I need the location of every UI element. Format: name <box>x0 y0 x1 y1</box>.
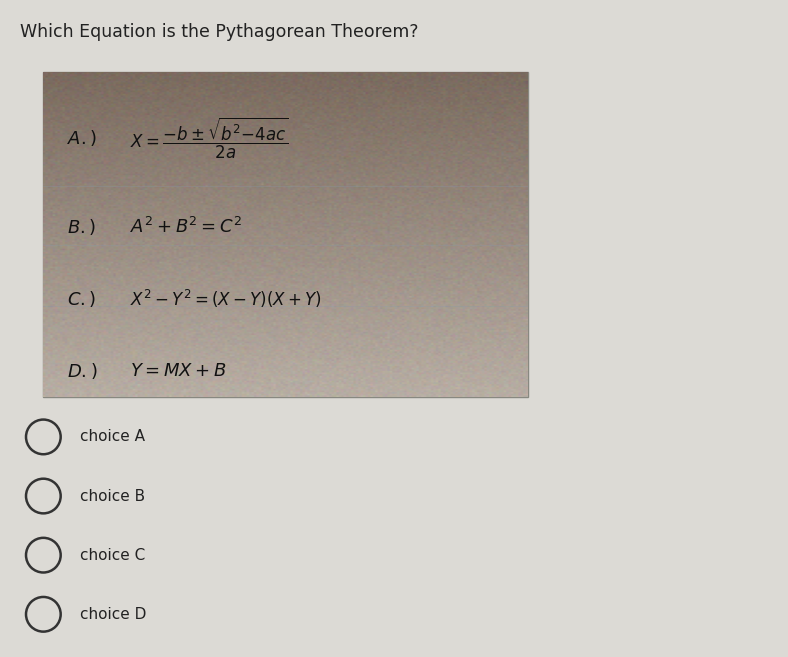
Text: $B.)$: $B.)$ <box>67 217 96 237</box>
Text: choice C: choice C <box>80 548 146 562</box>
Text: choice A: choice A <box>80 430 145 444</box>
Bar <box>43 72 528 397</box>
Text: choice D: choice D <box>80 607 147 622</box>
Text: $A.)$: $A.)$ <box>67 128 97 148</box>
Text: $X = \dfrac{-b \pm \sqrt{b^2{-}4ac}}{2a}$: $X = \dfrac{-b \pm \sqrt{b^2{-}4ac}}{2a}… <box>130 116 288 160</box>
Text: choice B: choice B <box>80 489 146 503</box>
Text: $A^2 + B^2 = C^2$: $A^2 + B^2 = C^2$ <box>130 217 242 237</box>
Text: $C.)$: $C.)$ <box>67 289 96 309</box>
Text: $X^2 - Y^2 = (X - Y)(X + Y)$: $X^2 - Y^2 = (X - Y)(X + Y)$ <box>130 288 322 310</box>
Text: Which Equation is the Pythagorean Theorem?: Which Equation is the Pythagorean Theore… <box>20 23 418 41</box>
Text: $D.)$: $D.)$ <box>67 361 98 381</box>
Text: $Y = MX + B$: $Y = MX + B$ <box>130 362 226 380</box>
